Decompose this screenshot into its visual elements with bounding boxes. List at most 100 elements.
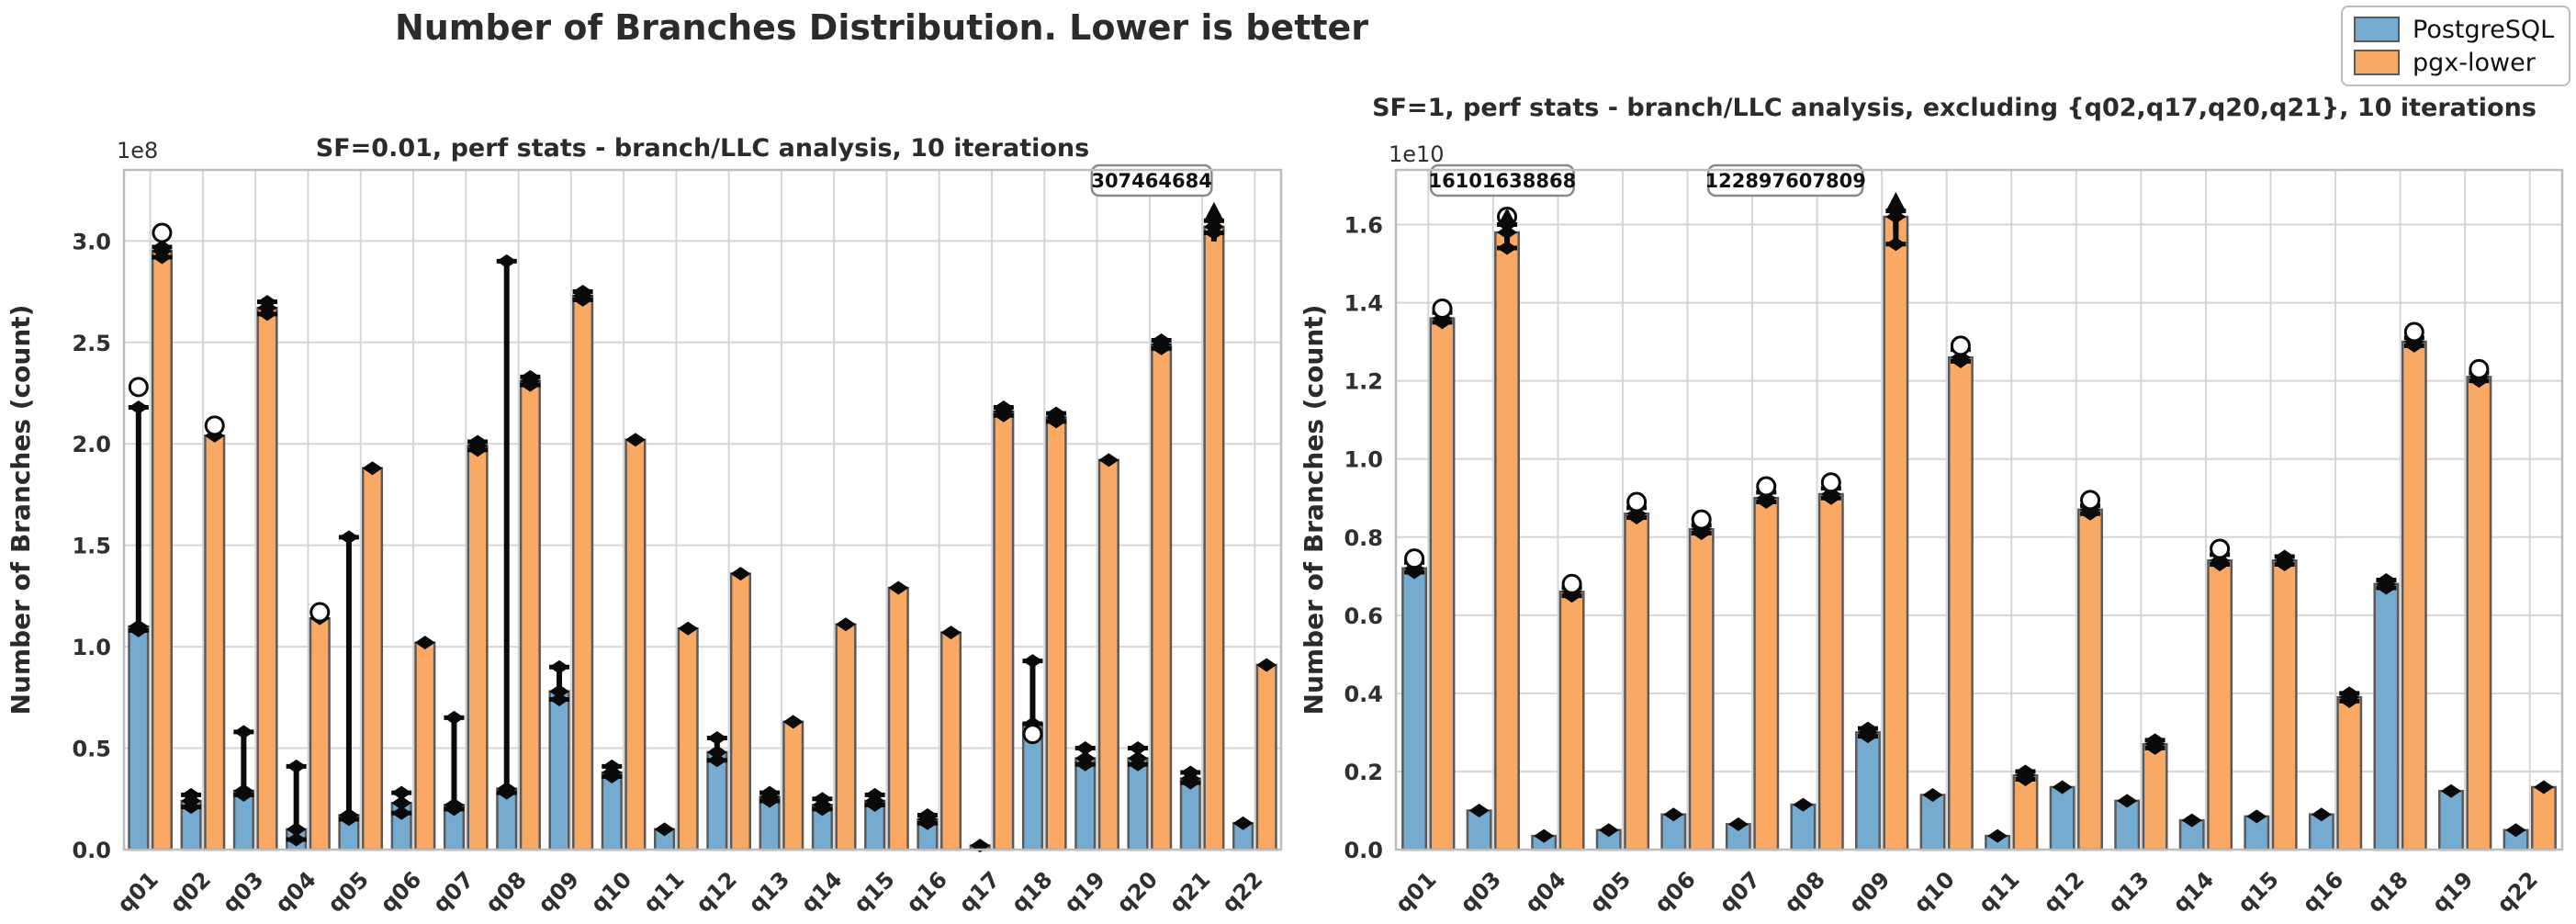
x-tick-label-q05: q05 [322,866,374,918]
x-tick-label-q21: q21 [1164,866,1216,918]
bar-pgx-lower-q22 [1255,663,1277,851]
y-tick-label: 2.5 [72,331,111,356]
marker-diamond-icon [444,797,465,812]
x-tick-label-q09: q09 [533,866,584,918]
bar-pgx-lower-q03 [256,306,278,851]
bar-pgx-lower-q07 [467,445,489,851]
pgx-lower-swatch-icon [2354,50,2400,75]
marker-diamond-icon [391,785,412,800]
marker-diamond-icon [1022,654,1043,669]
bar-postgresql-q20 [1127,757,1149,851]
marker-diamond-icon [782,715,804,729]
marker-diamond-icon [940,625,962,640]
postgresql-swatch-icon [2354,17,2400,42]
marker-diamond-icon [414,636,435,650]
marker-diamond-icon [1098,453,1119,468]
marker-diamond-icon [1151,337,1172,352]
subplot-title: SF=0.01, perf stats - branch/LLC analysi… [316,134,1089,163]
legend-label-pgx-lower: pgx-lower [2413,48,2536,77]
x-tick-label-q06: q06 [376,866,427,918]
marker-diamond-icon [917,812,938,827]
marker-diamond-icon [391,795,412,810]
marker-diamond-icon [256,300,277,315]
marker-diamond-icon [1128,751,1149,766]
marker-diamond-icon [706,745,727,760]
marker-diamond-icon [286,832,307,847]
outlier-circle-icon [1022,724,1043,745]
x-tick-label-q22: q22 [1217,866,1268,918]
x-tick-label-q08: q08 [480,866,532,918]
bar-pgx-lower-q01 [151,250,174,851]
bar-pgx-lower-q11 [677,626,699,851]
x-tick-label-q02: q02 [165,866,217,918]
marker-diamond-icon [706,753,727,768]
bar-postgresql-q09 [548,690,570,851]
marker-diamond-icon [391,806,412,820]
annotation-box [1090,163,1213,197]
marker-diamond-icon [1256,658,1277,672]
marker-diamond-icon [181,794,202,808]
marker-diamond-icon [496,782,517,796]
bar-pgx-lower-q09 [572,294,594,851]
bar-pgx-lower-q02 [204,434,226,851]
bar-pgx-lower-q10 [624,438,647,851]
marker-diamond-icon [549,684,570,699]
marker-diamond-icon [128,619,149,634]
marker-diamond-icon [1046,410,1067,424]
marker-diamond-icon [835,617,856,632]
marker-diamond-icon [1074,751,1096,766]
marker-diamond-icon [1128,741,1149,756]
y-tick-label: 1.0 [72,635,111,660]
x-tick-label-q18: q18 [1007,866,1058,918]
bar-pgx-lower-q08 [519,379,541,851]
x-tick-label-q19: q19 [1059,866,1110,918]
outlier-circle-icon [204,415,225,436]
bar-pgx-lower-q12 [729,572,752,851]
marker-diamond-icon [730,567,751,581]
bar-pgx-lower-q06 [414,641,436,851]
annotation-value: 307464684 [1091,170,1212,192]
x-tick-label-q03: q03 [218,866,269,918]
bar-pgx-lower-q18 [1045,416,1067,851]
marker-diamond-icon [993,404,1014,419]
marker-diamond-icon [864,794,885,808]
marker-diamond-icon [888,580,909,595]
marker-diamond-icon [678,621,699,636]
x-tick-label-q15: q15 [849,866,900,918]
x-tick-label-q20: q20 [1111,866,1163,918]
bar-postgresql-q01 [128,625,150,851]
marker-diamond-icon [152,243,173,258]
marker-diamond-icon [338,807,359,822]
legend-item-postgresql: PostgreSQL [2354,17,2558,42]
x-tick-label-q01: q01 [112,866,163,918]
outlier-circle-icon [309,602,331,623]
marker-diamond-icon [549,659,570,674]
marker-diamond-icon [549,693,570,707]
legend-label-postgresql: PostgreSQL [2413,15,2555,44]
marker-diamond-icon [759,790,781,805]
y-tick-label: 0.0 [72,838,111,863]
marker-diamond-icon [338,530,359,545]
y-tick-label: 3.0 [72,229,111,254]
x-tick-label-q13: q13 [744,866,795,918]
outlier-circle-icon [128,377,149,398]
y-tick-label: 2.0 [72,432,111,457]
marker-diamond-icon [233,783,254,798]
x-tick-label-q10: q10 [586,866,637,918]
marker-diamond-icon [520,374,541,389]
x-tick-label-q11: q11 [638,866,690,918]
marker-diamond-icon [362,461,383,476]
marker-diamond-icon [1232,816,1254,830]
bar-pgx-lower-q20 [1151,343,1173,851]
marker-diamond-icon [812,797,833,812]
bar-postgresql-q10 [601,771,623,851]
bar-postgresql-q19 [1074,757,1097,851]
legend-item-pgx-lower: pgx-lower [2354,50,2558,75]
marker-diamond-icon [602,765,623,780]
marker-diamond-icon [467,438,489,453]
marker-diamond-icon [286,759,307,773]
marker-diamond-icon [286,822,307,837]
marker-diamond-icon [706,731,727,746]
